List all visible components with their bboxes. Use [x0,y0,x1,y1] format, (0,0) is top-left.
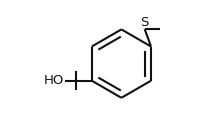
Text: S: S [140,16,149,29]
Text: HO: HO [44,74,64,87]
